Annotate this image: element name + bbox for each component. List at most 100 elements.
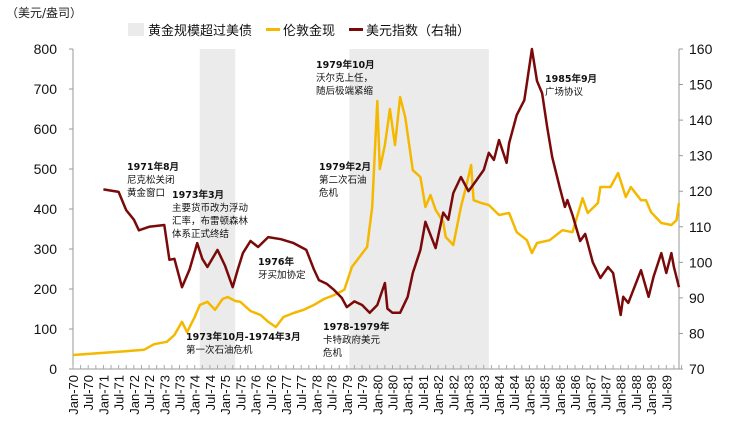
x-tick-label: Jul-86 [568,375,583,410]
x-tick-label: Jan-72 [127,375,142,415]
y-right-tick-label: 140 [689,112,713,128]
annotation-line: 沃尔克上任， [316,73,374,84]
x-tick-label: Jan-78 [309,375,324,415]
x-tick-label: Jul-74 [203,375,218,410]
y-right-tick-label: 130 [689,148,713,164]
x-tick-label: Jan-80 [370,375,385,415]
x-tick-label: Jul-85 [538,375,553,410]
annotation-1978-1979: 1978-1979年 卡特政府美元 危机 [323,321,389,360]
annotation-line: 危机 [319,188,339,199]
annotation-title: 1978-1979年 [323,322,390,333]
y-right-tick-label: 160 [689,41,713,57]
x-tick-label: Jan-88 [614,375,629,415]
annotation-line: 卡特政府美元 [323,335,381,346]
annotation-line: 随后极端紧缩 [316,86,374,97]
annotation-line: 黄金窗口 [127,188,166,199]
legend-item-shaded: 黄金规模超过美债 [128,20,252,39]
y-right-tick-label: 150 [689,77,713,93]
x-tick-label: Jul-80 [385,375,400,410]
x-tick-label: Jul-70 [81,375,96,410]
annotation-title: 1973年3月 [172,190,225,201]
x-tick-label: Jan-75 [218,375,233,415]
x-tick-label: Jan-84 [492,375,507,415]
annotation-1979-02: 1979年2月 第二次石油危机 [319,161,371,200]
legend-label: 美元指数（右轴） [366,24,471,39]
x-tick-label: Jan-79 [340,375,355,415]
annotation-title: 1973年10月-1974年3月 [186,332,301,343]
annotation-line: 第二次石油 [319,175,367,186]
annotation-line: 尼克松关闭 [127,175,175,186]
x-tick-label: Jul-87 [598,375,613,410]
x-tick-label: Jan-76 [249,375,264,415]
annotation-1971: 1971年8月 尼克松关闭黄金窗口 [127,161,179,200]
x-tick-label: Jul-83 [477,375,492,410]
x-tick-label: Jan-85 [522,375,537,415]
y-left-tick-label: 700 [34,81,58,97]
y-left-tick-label: 800 [34,41,58,57]
y-right-tick-label: 110 [689,219,712,235]
legend: 黄金规模超过美债 伦敦金现 美元指数（右轴） [128,20,484,39]
annotation-line: 危机 [323,348,343,359]
y-right-tick-label: 80 [689,325,705,341]
annotation-1973-03: 1973年3月 主要货币改为浮动 汇率，布雷顿森林 体系正式终结 [172,189,248,241]
legend-label: 黄金规模超过美债 [148,24,253,39]
x-tick-label: Jul-81 [416,375,431,410]
annotation-1985: 1985年9月 广场协议 [545,73,597,99]
legend-item-gold: 伦敦金现 [266,20,335,39]
legend-item-dollar: 美元指数（右轴） [349,20,470,39]
y-right-tick-label: 100 [689,254,713,270]
y-right-tick-label: 120 [689,183,713,199]
annotation-1976: 1976年牙买加协定 [258,256,306,282]
annotation-line: 汇率，布雷顿森林 [172,216,249,227]
y-left-tick-label: 0 [49,361,57,377]
x-tick-label: Jul-82 [446,375,461,410]
annotation-title: 1976年 [258,257,294,268]
dollar-index-line [103,47,681,317]
x-tick-label: Jan-83 [462,375,477,415]
x-tick-label: Jul-88 [629,375,644,410]
annotation-title: 1985年9月 [545,74,598,85]
x-tick-label: Jan-87 [583,375,598,415]
annotation-line: 广场协议 [545,87,584,98]
x-tick-label: Jan-70 [66,375,81,415]
x-tick-label: Jan-86 [553,375,568,415]
x-tick-label: Jul-71 [112,375,127,410]
x-tick-label: Jul-75 [233,375,248,410]
x-tick-label: Jan-81 [401,375,416,415]
x-tick-label: Jan-82 [431,375,446,415]
legend-swatch-gold [266,28,281,31]
x-tick-label: Jul-84 [507,375,522,410]
x-tick-label: Jul-79 [355,375,370,410]
x-tick-label: Jul-89 [659,375,674,410]
x-tick-label: Jan-77 [279,375,294,415]
annotation-line: 牙买加协定 [258,270,306,281]
legend-swatch-shaded [128,23,144,36]
y-left-tick-label: 100 [34,321,58,337]
annotation-title: 1979年10月 [316,60,375,71]
annotation-title: 1971年8月 [127,162,180,173]
x-tick-label: Jul-73 [172,375,187,410]
annotation-oil-crisis-1: 1973年10月-1974年3月 第一次石油危机 [186,331,301,357]
y-left-tick-label: 500 [34,161,58,177]
y-left-tick-label: 600 [34,121,58,137]
x-tick-label: Jan-74 [188,375,203,415]
y-left-tick-label: 200 [34,281,58,297]
y-left-tick-label: 300 [34,241,58,257]
x-tick-label: Jul-76 [264,375,279,410]
x-tick-label: Jul-77 [294,375,309,410]
annotation-1979-10: 1979年10月 沃尔克上任， 随后极端紧缩 [316,59,375,98]
y-axis-unit-label: （美元/盎司） [6,6,83,20]
y-right-tick-label: 90 [689,290,705,306]
legend-label: 伦敦金现 [283,24,336,39]
gold-price-line [72,95,681,357]
annotation-title: 1979年2月 [319,162,372,173]
shaded-period [199,49,236,369]
y-left-tick-label: 400 [34,201,58,217]
x-tick-label: Jan-71 [96,375,111,415]
x-tick-label: Jan-73 [157,375,172,415]
legend-swatch-dollar [349,28,364,31]
y-right-tick-label: 70 [689,361,705,377]
x-tick-label: Jan-89 [644,375,659,415]
